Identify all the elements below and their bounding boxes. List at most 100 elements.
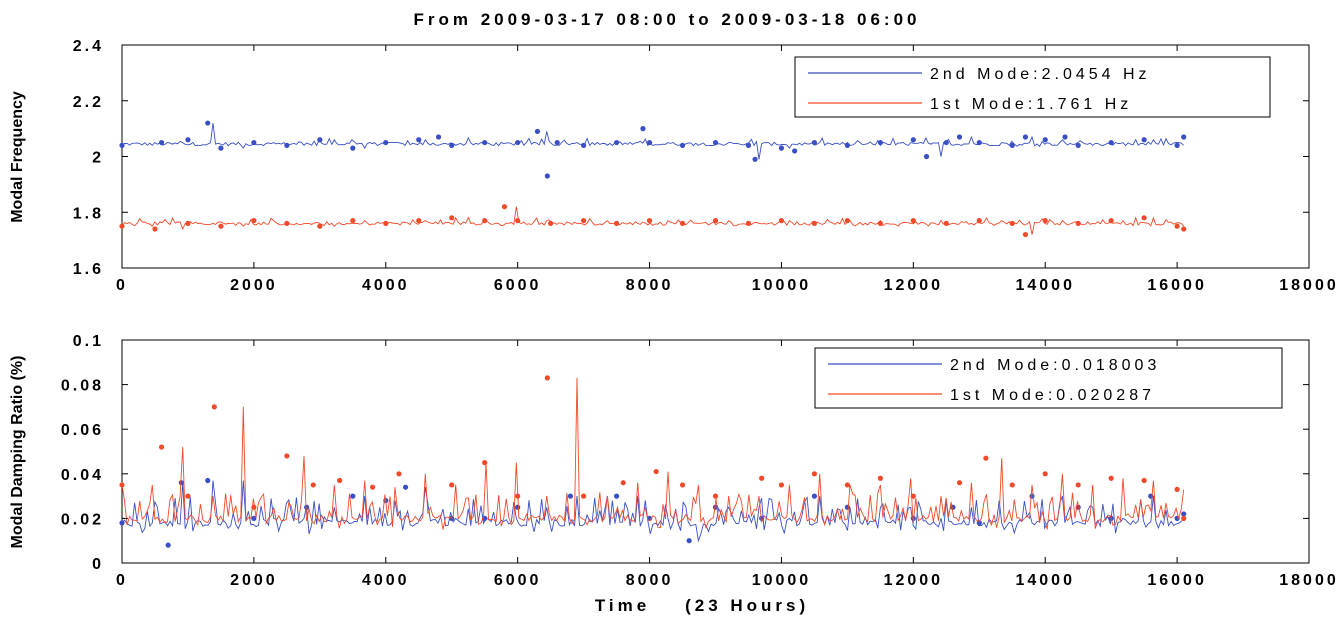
x-tick-label: 8000 [626, 277, 674, 294]
y-tick-label: 0.06 [61, 422, 104, 439]
data-point-1st-mode-1-761-hz [811, 220, 818, 226]
x-tick-label: 0 [116, 277, 128, 294]
data-point-2nd-mode-2-0454-hz [544, 173, 550, 179]
data-point-1st-mode-0-020287 [983, 455, 989, 461]
data-point-1st-mode-1-761-hz [613, 220, 620, 226]
data-point-1st-mode-1-761-hz [515, 218, 521, 224]
damping-y-axis-label: Modal Damping Ratio (%) [9, 356, 26, 549]
data-point-2nd-mode-2-0454-hz [752, 156, 758, 162]
data-point-1st-mode-0-020287 [337, 477, 343, 484]
series-line-1st-mode-1-761-hz [121, 206, 1185, 235]
data-point-1st-mode-0-020287 [1181, 515, 1187, 522]
data-point-1st-mode-1-761-hz [1174, 223, 1180, 229]
figure-title: From 2009-03-17 08:00 to 2009-03-18 06:0… [413, 10, 920, 29]
data-point-2nd-mode-0-018003 [613, 493, 620, 499]
data-point-1st-mode-0-020287 [620, 480, 626, 486]
frequency-legend-box [794, 56, 1271, 118]
data-point-1st-mode-1-761-hz [745, 220, 752, 226]
data-point-2nd-mode-2-0454-hz [515, 139, 521, 146]
damping-series-group [119, 375, 1187, 548]
data-point-1st-mode-1-761-hz [581, 218, 587, 224]
data-point-1st-mode-0-020287 [284, 453, 290, 459]
x-tick-label: 2000 [230, 572, 278, 589]
data-point-1st-mode-0-020287 [482, 460, 488, 466]
data-point-1st-mode-0-020287 [449, 482, 455, 488]
data-point-1st-mode-0-020287 [544, 375, 550, 381]
data-point-2nd-mode-2-0454-hz [534, 128, 541, 135]
data-point-2nd-mode-2-0454-hz [482, 139, 488, 146]
y-tick-label: 0.02 [61, 511, 104, 528]
data-point-2nd-mode-2-0454-hz [679, 142, 686, 148]
data-point-2nd-mode-2-0454-hz [449, 142, 455, 148]
data-point-1st-mode-0-020287 [759, 475, 765, 481]
data-point-1st-mode-1-761-hz [284, 220, 290, 226]
data-point-2nd-mode-0-018003 [251, 515, 257, 522]
data-point-2nd-mode-2-0454-hz [205, 120, 211, 126]
data-point-2nd-mode-2-0454-hz [317, 137, 323, 143]
data-point-1st-mode-0-020287 [1009, 482, 1015, 488]
x-tick-label: 12000 [884, 277, 944, 294]
data-point-1st-mode-1-761-hz [501, 204, 508, 210]
data-point-2nd-mode-0-018003 [567, 493, 574, 499]
data-point-2nd-mode-2-0454-hz [1181, 134, 1187, 140]
x-tick-label: 8000 [626, 572, 674, 589]
data-point-1st-mode-1-761-hz [1009, 220, 1015, 226]
x-tick-label: 12000 [884, 572, 944, 589]
data-point-1st-mode-0-020287 [910, 493, 916, 499]
data-point-1st-mode-1-761-hz [251, 218, 257, 224]
data-point-2nd-mode-0-018003 [515, 504, 521, 510]
data-point-2nd-mode-0-018003 [844, 504, 850, 510]
data-point-2nd-mode-0-018003 [350, 493, 356, 499]
data-point-1st-mode-1-761-hz [119, 223, 125, 229]
data-point-2nd-mode-2-0454-hz [923, 153, 930, 160]
data-point-2nd-mode-2-0454-hz [1022, 134, 1029, 140]
damping-panel: 0 2000 4000 6000 8000 10000 12000 14000 16000 180… [9, 333, 1336, 615]
frequency-y-axis-label: Modal Frequency [9, 91, 26, 223]
data-point-2nd-mode-2-0454-hz [1009, 142, 1015, 148]
legend-label-1st-mode-frequency: 1st Mode:1.761 Hz [930, 96, 1132, 113]
x-tick-label: 0 [116, 572, 128, 589]
damping-axis-ticks: 0 2000 4000 6000 8000 10000 12000 14000 16000 180… [61, 333, 1336, 589]
data-point-1st-mode-0-020287 [185, 493, 191, 499]
data-point-1st-mode-1-761-hz [482, 218, 488, 224]
data-point-2nd-mode-2-0454-hz [1062, 134, 1068, 140]
y-tick-label: 2.4 [73, 38, 104, 55]
damping-legend-box [814, 347, 1283, 409]
x-tick-label: 18000 [1279, 277, 1337, 294]
data-point-2nd-mode-0-018003 [811, 493, 818, 499]
x-tick-label: 16000 [1147, 277, 1207, 294]
data-point-1st-mode-0-020287 [515, 493, 521, 499]
data-point-1st-mode-1-761-hz [1108, 218, 1114, 224]
x-tick-label: 6000 [494, 277, 542, 294]
data-point-2nd-mode-2-0454-hz [1075, 142, 1081, 148]
data-point-1st-mode-1-761-hz [943, 220, 949, 226]
data-point-1st-mode-0-020287 [158, 444, 165, 450]
data-point-1st-mode-0-020287 [581, 493, 587, 499]
data-point-2nd-mode-2-0454-hz [976, 139, 982, 146]
data-point-1st-mode-0-020287 [251, 504, 257, 510]
data-point-1st-mode-1-761-hz [1075, 220, 1081, 226]
data-point-1st-mode-0-020287 [877, 475, 883, 481]
data-point-1st-mode-0-020287 [1075, 482, 1081, 488]
data-point-2nd-mode-2-0454-hz [943, 139, 949, 146]
frequency-series-group [119, 120, 1187, 238]
data-point-2nd-mode-0-018003 [119, 520, 125, 526]
data-point-1st-mode-0-020287 [712, 493, 719, 499]
data-point-1st-mode-0-020287 [956, 480, 963, 486]
data-point-2nd-mode-2-0454-hz [119, 142, 125, 148]
x-tick-label: 10000 [752, 277, 812, 294]
x-tick-label: 4000 [362, 277, 410, 294]
data-point-1st-mode-0-020287 [310, 482, 316, 488]
data-point-2nd-mode-2-0454-hz [1141, 137, 1147, 143]
data-point-2nd-mode-2-0454-hz [745, 142, 752, 148]
data-point-1st-mode-1-761-hz [383, 220, 389, 226]
data-point-1st-mode-0-020287 [1174, 486, 1180, 493]
data-point-2nd-mode-2-0454-hz [646, 139, 653, 146]
data-point-1st-mode-0-020287 [1141, 477, 1147, 484]
data-point-1st-mode-1-761-hz [910, 218, 916, 224]
data-point-1st-mode-1-761-hz [679, 220, 686, 226]
damping-plot-area [121, 339, 1310, 564]
y-tick-label: 1.8 [73, 205, 104, 222]
x-tick-label: 2000 [230, 277, 278, 294]
